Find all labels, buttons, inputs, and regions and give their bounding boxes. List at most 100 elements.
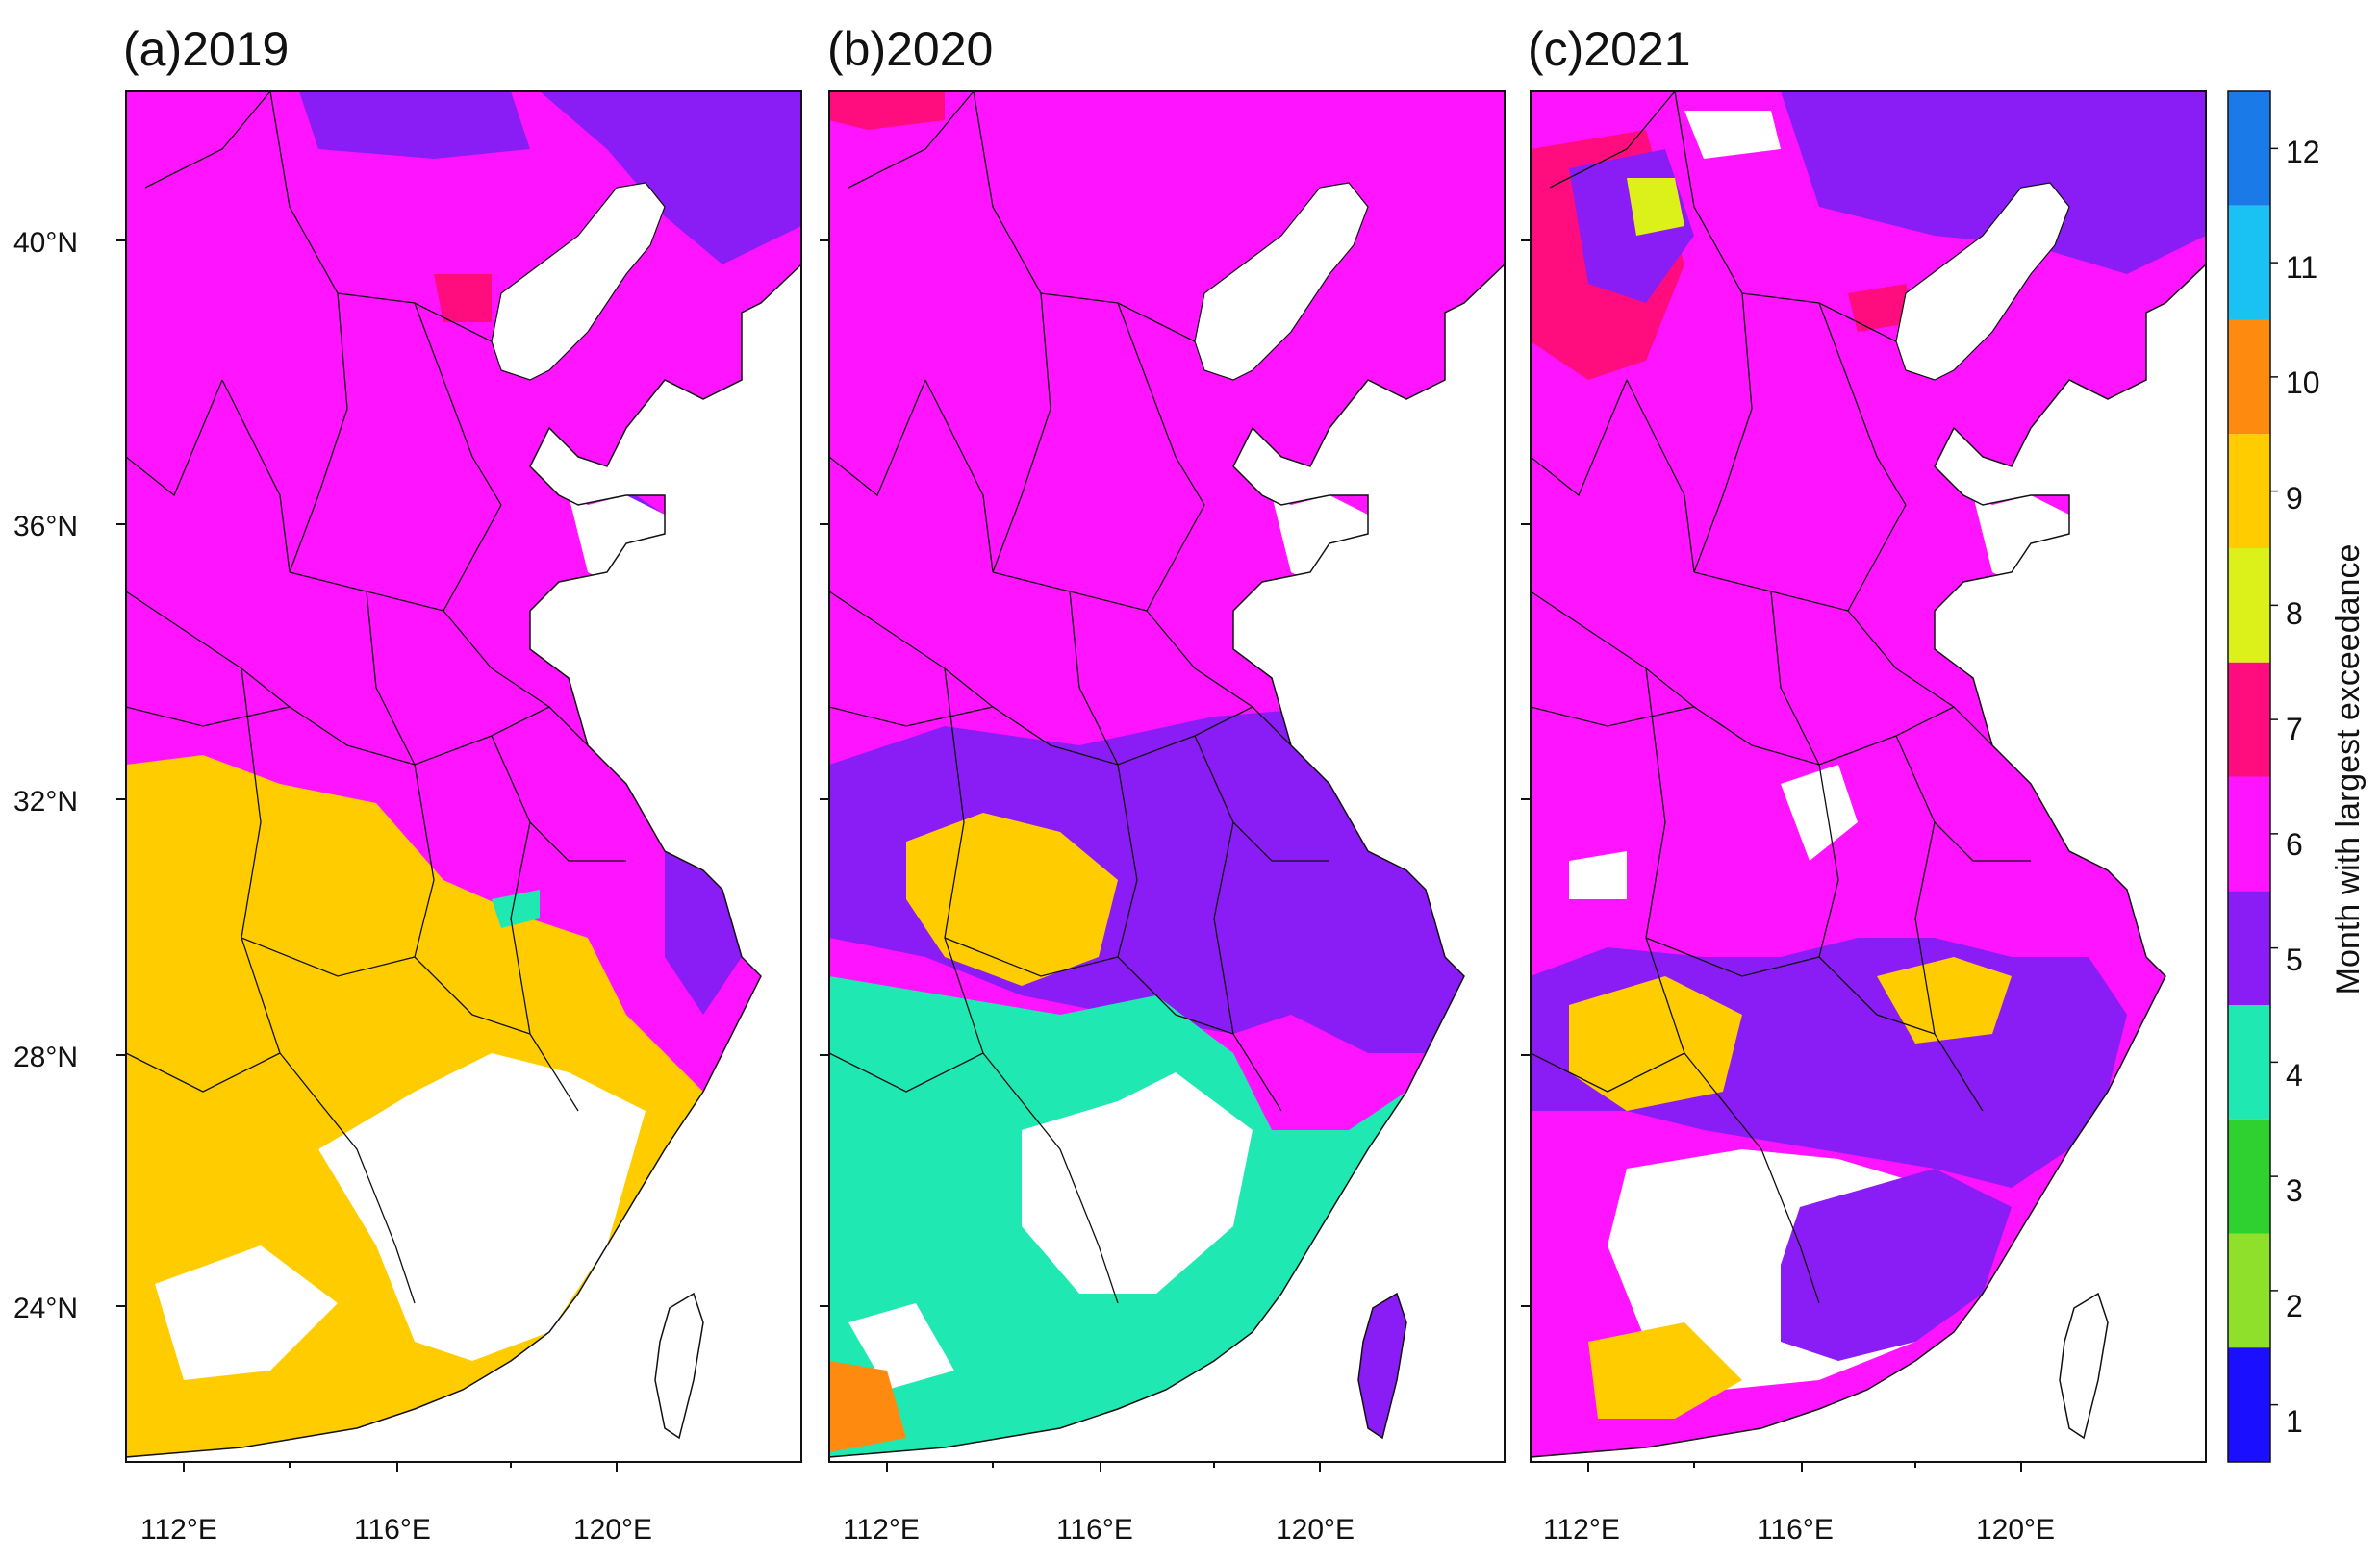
colorbar-legend [2227,90,2278,1463]
colorbar-month-label: 3 [2286,1173,2303,1208]
province-boundary [1914,821,1984,1112]
province-boundary [1818,302,1907,506]
no-exceedance-region [155,1245,338,1380]
province-boundary [828,1052,984,1093]
province-boundary [1213,821,1282,1112]
teal-region [492,890,540,928]
colorbar-swatch [2228,205,2270,320]
no-exceedance-region [1684,111,1781,159]
y-tick-label: 36°N [13,511,78,542]
province-boundary [1818,764,1839,958]
colorbar-month-label: 7 [2286,712,2303,746]
red-region [1848,284,1915,332]
colorbar-month-label: 5 [2286,943,2303,977]
taiwan-island [654,1292,704,1440]
colorbar-frame [2227,90,2271,1463]
province-boundary [992,292,1051,573]
province-boundary [279,1052,416,1304]
province-boundary [443,610,589,746]
orange-region [829,1361,906,1452]
purple-region [540,91,801,264]
province-boundary [828,591,994,708]
taiwan-island [2059,1292,2109,1440]
province-boundary [1770,591,1820,766]
x-tick-label: 120°E [573,1514,652,1546]
province-boundary [1645,667,1685,1054]
no-exceedance-region [1569,851,1627,899]
panel-frame [1530,90,2207,1463]
province-boundary [1069,591,1119,766]
province-boundary [366,591,416,766]
x-tick-label: 112°E [140,1514,217,1546]
province-boundary [510,821,579,1112]
province-boundary [848,90,975,189]
purple-region [1781,91,2206,274]
province-boundary [241,667,281,1054]
colorbar-swatch [2228,891,2270,1005]
province-boundary [1693,504,1907,612]
province-boundary [1194,735,1329,862]
bohai-sea [491,182,666,381]
panel-b-title: (b)2020 [827,22,993,76]
taiwan-island [1357,1292,1407,1440]
province-boundary [221,379,291,573]
province-boundary [982,1052,1119,1304]
map-panel-2021 [1521,90,2207,1472]
colorbar-month-label: 6 [2286,827,2303,862]
province-boundary [944,937,1234,1035]
province-boundary [1645,937,1936,1035]
colorbar-swatch [2228,776,2270,892]
y-tick-label: 24°N [13,1293,78,1324]
colorbar-month-label: 12 [2286,135,2320,169]
y-tick-label: 28°N [13,1042,78,1073]
red-region [434,274,492,322]
colorbar-swatch [2228,1233,2270,1348]
panel-a-title: (a)2019 [123,22,289,76]
colorbar-month-label: 10 [2286,365,2320,400]
province-boundary [1530,379,1628,497]
province-boundary [125,591,291,708]
colorbar-month-label: 9 [2286,481,2303,516]
colorbar-swatch [2228,1347,2270,1462]
y-tick-label: 32°N [13,786,78,818]
province-boundary [1146,610,1292,746]
colorbar-month-label: 1 [2286,1404,2303,1439]
province-boundary [414,764,435,958]
red-region [829,91,945,130]
province-boundary [1530,1052,1685,1093]
colorbar-swatch [2228,662,2270,777]
yellow-region [906,813,1118,986]
bohai-sea [1895,182,2070,381]
province-boundary [1847,610,1993,746]
province-boundary [1530,591,1695,708]
province-boundary [1684,1052,1820,1304]
y-tick-label: 40°N [13,227,78,259]
yellow-region [1877,957,2012,1044]
province-boundary [1626,379,1695,573]
panel-frame [828,90,1506,1463]
yellow-region [1588,1322,1742,1419]
province-boundary [924,379,994,573]
colorbar-swatch [2228,1119,2270,1234]
x-tick-label: 116°E [1757,1514,1834,1546]
no-exceedance-region [1022,1072,1253,1294]
x-tick-label: 120°E [1276,1514,1355,1546]
colorbar-swatch [2228,434,2270,548]
panel-frame [125,90,802,1463]
province-boundary [1895,735,2031,862]
no-exceedance-region [318,1053,646,1361]
province-boundary [1117,302,1205,506]
province-boundary [125,1052,281,1093]
colorbar-labels: 1 2 3 4 5 6 7 8 9 10 11 12 [2286,135,2320,1439]
colorbar-swatch [2228,548,2270,663]
ocean [1530,263,2207,1463]
colorbar-month-label: 11 [2286,250,2317,285]
colorbar-swatch [2228,319,2270,435]
bohai-sea [1194,182,1369,381]
colorbar-swatch [2228,1005,2270,1120]
province-boundary [1549,90,1676,189]
ocean [828,263,1506,1463]
province-boundary [414,302,502,506]
x-tick-label: 120°E [1976,1514,2055,1546]
